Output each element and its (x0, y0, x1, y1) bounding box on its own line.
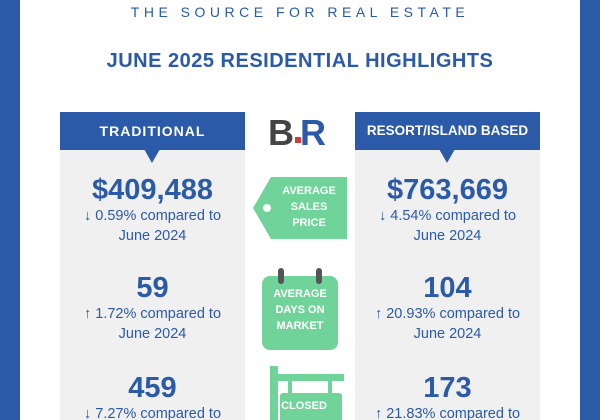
price-tag-label: SALES (290, 201, 328, 213)
stat-value: 173 (423, 372, 472, 404)
br-logo-icon: B R (268, 113, 326, 149)
resort-price-stat: $763,669 ↓ 4.54% compared to June 2024 (355, 174, 540, 246)
stat-value: $409,488 (92, 174, 213, 206)
stat-change: ↓ 4.54% compared to (378, 208, 517, 224)
stat-change: ↓ 7.27% compared to (83, 406, 222, 420)
stat-period: June 2024 (413, 228, 482, 244)
resort-column: RESORT/ISLAND BASED $763,669 ↓ 4.54% com… (355, 112, 540, 420)
stat-period: June 2024 (118, 228, 187, 244)
calendar-icon: AVERAGE DAYS ON MARKET (260, 268, 340, 352)
stat-change: ↑ 1.72% compared to (83, 306, 222, 322)
svg-text:R: R (300, 113, 326, 149)
stat-change: ↑ 21.83% compared to (374, 406, 521, 420)
stat-period: June 2024 (413, 326, 482, 342)
traditional-column: TRADITIONAL $409,488 ↓ 0.59% compared to… (60, 112, 245, 420)
calendar-label: AVERAGE (273, 288, 327, 300)
closed-sign-label: CLOSED (281, 400, 327, 412)
calendar-label: MARKET (276, 320, 324, 332)
stat-period: June 2024 (118, 326, 187, 342)
tagline: THE SOURCE FOR REAL ESTATE (130, 4, 470, 20)
header-pointer (144, 149, 160, 163)
resort-closed-stat: 173 ↑ 21.83% compared to (355, 372, 540, 420)
header-pointer (439, 149, 455, 163)
stat-value: 459 (128, 372, 177, 404)
stat-change: ↓ 0.59% compared to (83, 208, 222, 224)
infographic-sheet: THE SOURCE FOR REAL ESTATE JUNE 2025 RES… (20, 0, 580, 420)
price-tag-label: PRICE (292, 217, 326, 229)
calendar-label: DAYS ON (275, 304, 325, 316)
left-border (0, 0, 20, 420)
traditional-price-stat: $409,488 ↓ 0.59% compared to June 2024 (60, 174, 245, 246)
stat-value: $763,669 (387, 174, 508, 206)
closed-sign-icon: CLOSED (258, 366, 346, 420)
svg-text:B: B (268, 113, 294, 149)
right-border (580, 0, 600, 420)
traditional-days-stat: 59 ↑ 1.72% compared to June 2024 (60, 272, 245, 344)
price-tag-icon: AVERAGE SALES PRICE (253, 177, 347, 239)
traditional-header: TRADITIONAL (60, 112, 245, 150)
traditional-closed-stat: 459 ↓ 7.27% compared to (60, 372, 245, 420)
price-tag-label: AVERAGE (282, 185, 336, 197)
resort-days-stat: 104 ↑ 20.93% compared to June 2024 (355, 272, 540, 344)
page-title: JUNE 2025 RESIDENTIAL HIGHLIGHTS (106, 50, 494, 72)
resort-header: RESORT/ISLAND BASED (355, 112, 540, 150)
stat-value: 59 (136, 272, 169, 304)
stat-value: 104 (423, 272, 472, 304)
stat-change: ↑ 20.93% compared to (374, 306, 521, 322)
